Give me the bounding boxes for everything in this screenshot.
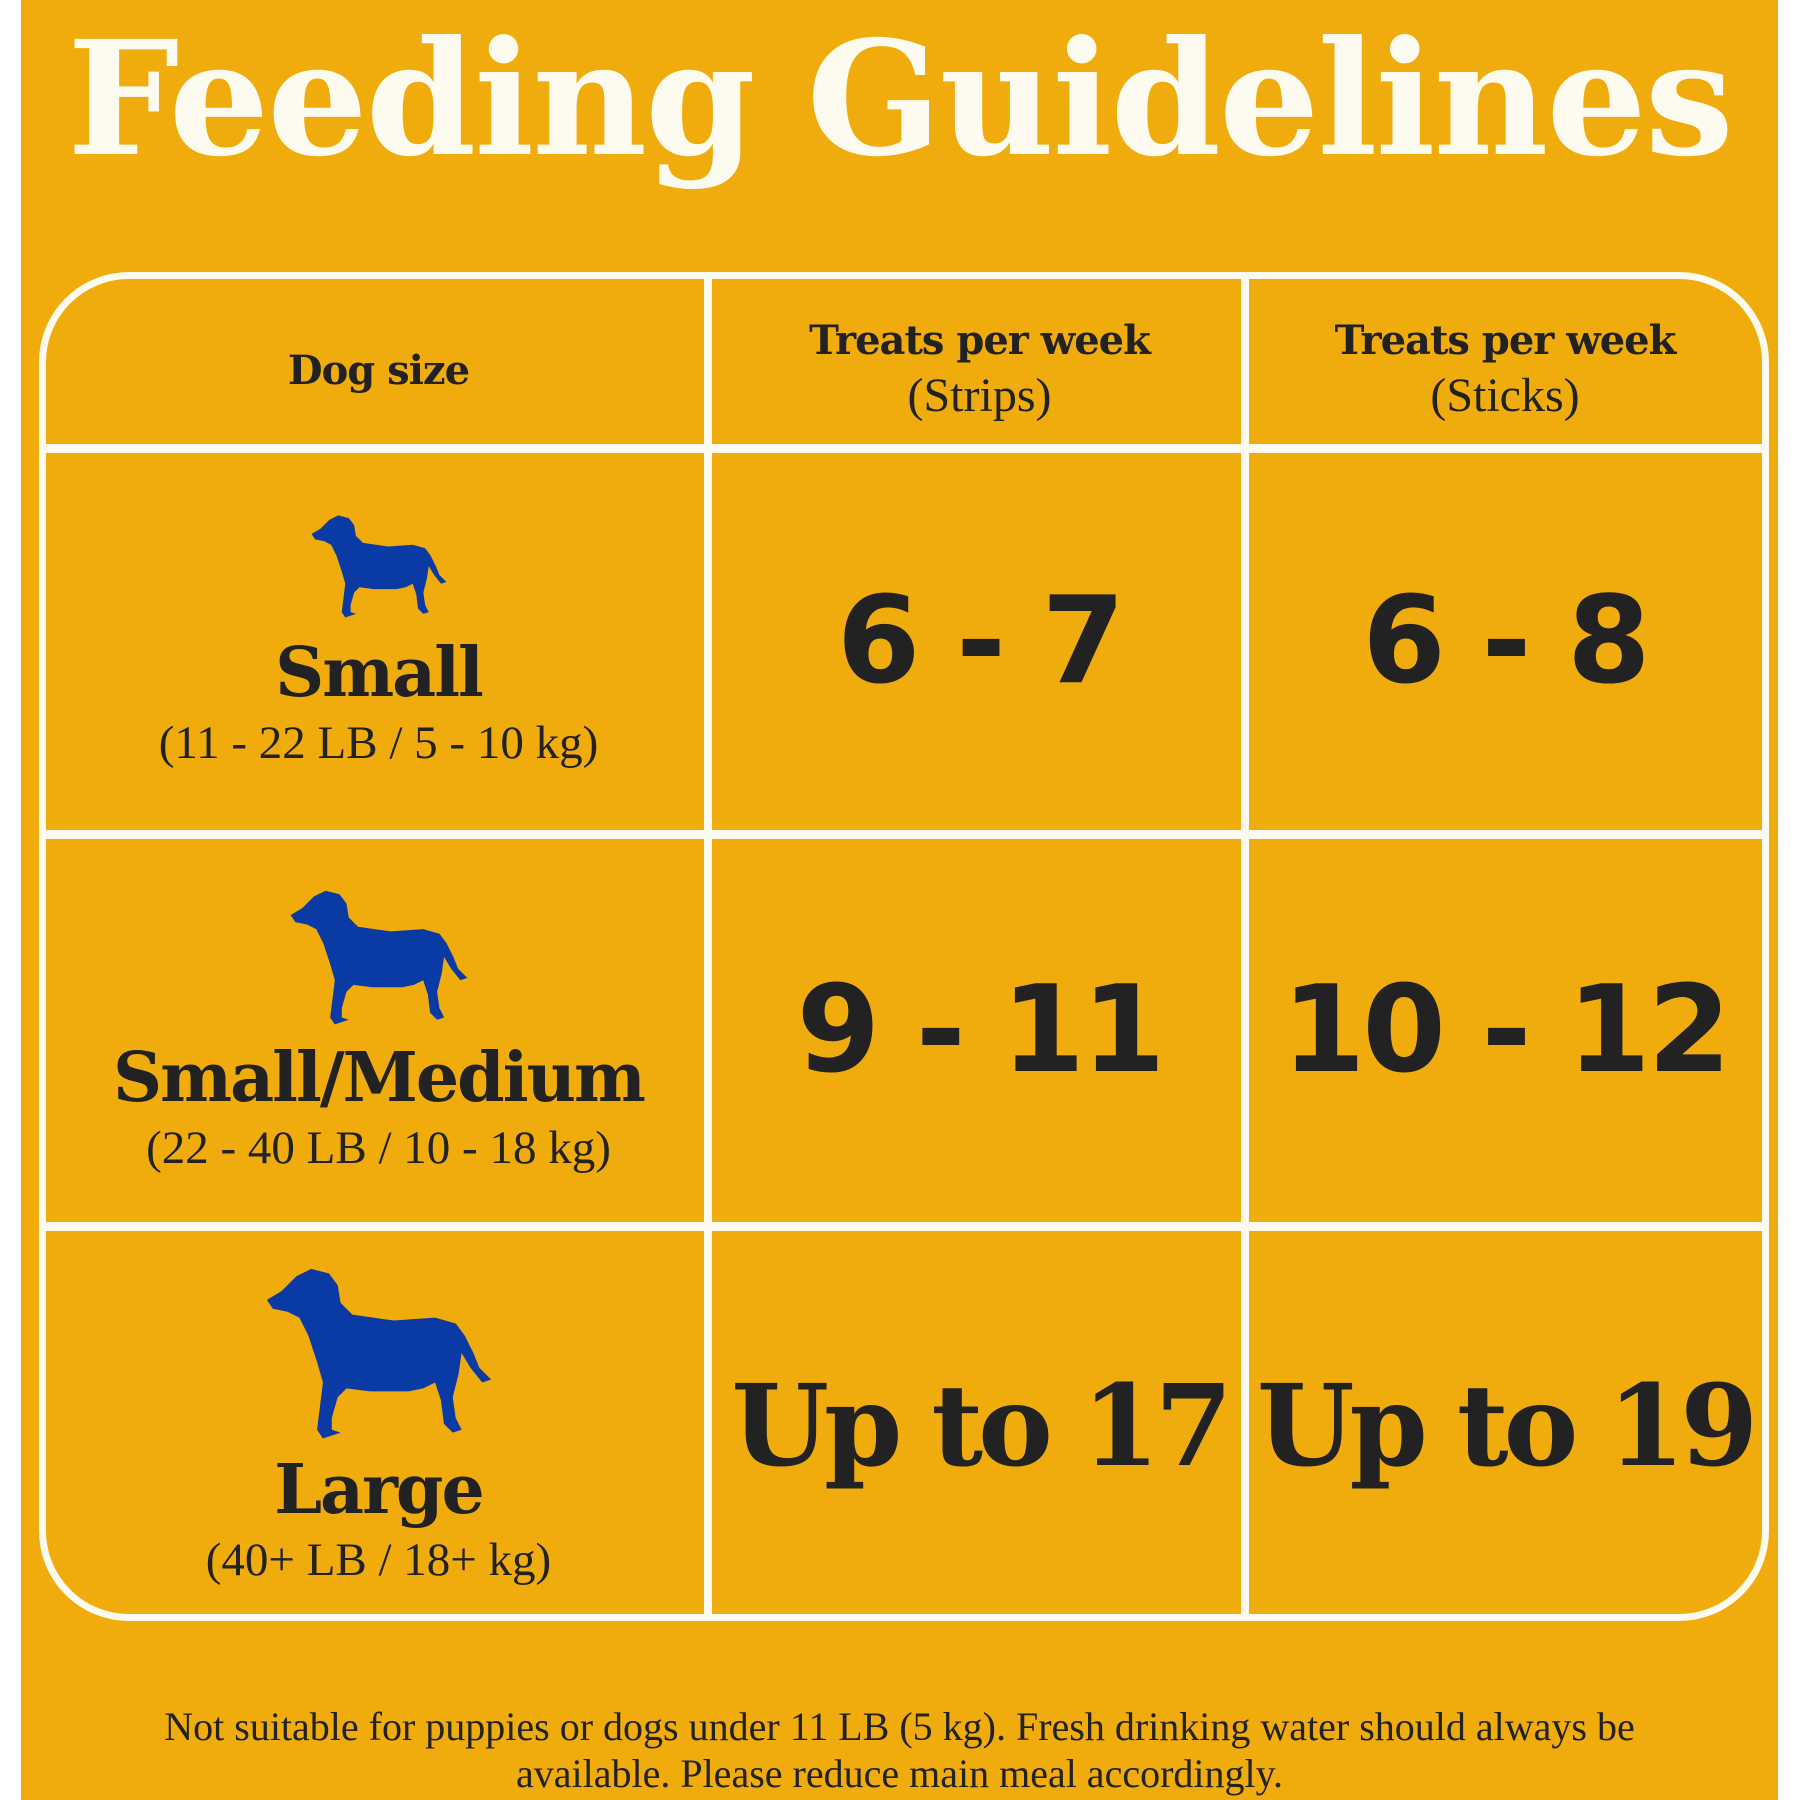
row-divider <box>46 1222 1762 1231</box>
footnote-line: Not suitable for puppies or dogs under 1… <box>164 1704 1635 1749</box>
column-divider <box>704 279 712 1614</box>
footnote-line: available. Please reduce main meal accor… <box>515 1751 1284 1796</box>
dog-size-cell: Small/Medium (22 - 40 LB / 10 - 18 kg) <box>46 839 711 1222</box>
row-divider <box>46 444 1762 453</box>
page-title: Feeding Guidelines <box>67 7 1734 192</box>
column-divider <box>1241 279 1249 1614</box>
dog-size-name: Small <box>275 632 484 713</box>
header-strips-sub: (Strips) <box>907 368 1052 422</box>
dog-silhouette-icon <box>286 885 472 1029</box>
header-sticks: Treats per week (Sticks) <box>1248 279 1762 444</box>
strips-value: 6 - 7 <box>836 572 1125 711</box>
dog-weight-range: (11 - 22 LB / 5 - 10 kg) <box>158 716 599 769</box>
table-row: Small (11 - 22 LB / 5 - 10 kg) 6 - 7 6 -… <box>46 453 1762 830</box>
strips-value: Up to 17 <box>731 1360 1232 1492</box>
strips-cell: 9 - 11 <box>711 839 1248 1222</box>
sticks-cell: Up to 19 <box>1248 1231 1762 1614</box>
dog-size-cell: Large (40+ LB / 18+ kg) <box>46 1231 711 1614</box>
dog-weight-range: (22 - 40 LB / 10 - 18 kg) <box>146 1121 611 1174</box>
sticks-value: 10 - 12 <box>1281 961 1731 1100</box>
header-strips: Treats per week (Strips) <box>711 279 1248 444</box>
dog-size-cell: Small (11 - 22 LB / 5 - 10 kg) <box>46 453 711 830</box>
header-dog-size-label: Dog size <box>287 346 470 394</box>
dog-size-name: Small/Medium <box>113 1037 646 1118</box>
header-strips-title: Treats per week <box>809 316 1151 364</box>
header-sticks-sub: (Sticks) <box>1430 368 1580 422</box>
dog-weight-range: (40+ LB / 18+ kg) <box>205 1534 552 1586</box>
table-row: Small/Medium (22 - 40 LB / 10 - 18 kg) 9… <box>46 839 1762 1222</box>
strips-cell: 6 - 7 <box>711 453 1248 830</box>
sticks-value: Up to 19 <box>1256 1360 1758 1492</box>
header-row: Dog size Treats per week (Strips) Treats… <box>46 279 1762 444</box>
dog-size-name: Large <box>274 1450 485 1530</box>
sticks-cell: 6 - 8 <box>1248 453 1762 830</box>
dog-silhouette-icon <box>308 512 450 620</box>
feeding-table: Dog size Treats per week (Strips) Treats… <box>39 272 1769 1621</box>
header-sticks-title: Treats per week <box>1334 316 1677 364</box>
footnote: Not suitable for puppies or dogs under 1… <box>21 1703 1778 1797</box>
row-divider <box>46 830 1762 839</box>
feeding-guidelines-panel: Feeding Guidelines Dog size Treats per w… <box>21 0 1778 1800</box>
header-dog-size: Dog size <box>46 279 711 444</box>
table-row: Large (40+ LB / 18+ kg) Up to 17 Up to 1… <box>46 1231 1762 1614</box>
strips-value: 9 - 11 <box>796 961 1166 1100</box>
sticks-cell: 10 - 12 <box>1248 839 1762 1222</box>
sticks-value: 6 - 8 <box>1362 572 1650 711</box>
strips-cell: Up to 17 <box>711 1231 1248 1614</box>
dog-silhouette-icon <box>261 1263 497 1443</box>
